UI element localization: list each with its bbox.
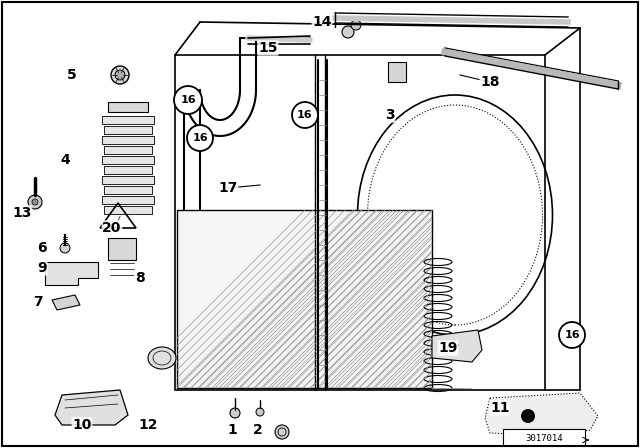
Circle shape — [60, 243, 70, 253]
Circle shape — [559, 322, 585, 348]
Circle shape — [230, 408, 240, 418]
Circle shape — [111, 66, 129, 84]
Circle shape — [292, 102, 318, 128]
Circle shape — [521, 409, 535, 423]
Text: /: / — [116, 215, 120, 224]
Bar — [102, 156, 154, 164]
Bar — [104, 146, 152, 154]
Bar — [388, 62, 406, 82]
Circle shape — [187, 125, 213, 151]
Text: 16: 16 — [564, 330, 580, 340]
Bar — [104, 166, 152, 174]
Bar — [104, 206, 152, 214]
Polygon shape — [432, 330, 482, 362]
Bar — [108, 238, 136, 260]
Circle shape — [28, 195, 42, 209]
Bar — [104, 126, 152, 134]
Text: 6: 6 — [37, 241, 47, 255]
Circle shape — [256, 408, 264, 416]
Text: 5: 5 — [67, 68, 77, 82]
Text: 15: 15 — [259, 41, 278, 55]
Text: 16: 16 — [192, 133, 208, 143]
Text: 13: 13 — [12, 206, 32, 220]
Text: 8: 8 — [135, 271, 145, 285]
Bar — [102, 116, 154, 124]
Text: 16: 16 — [180, 95, 196, 105]
Bar — [108, 102, 148, 112]
Circle shape — [32, 199, 38, 205]
Circle shape — [174, 86, 202, 114]
Polygon shape — [52, 295, 80, 310]
Bar — [104, 186, 152, 194]
Polygon shape — [485, 393, 598, 436]
Bar — [102, 196, 154, 204]
Bar — [503, 429, 585, 445]
Polygon shape — [55, 390, 128, 425]
Circle shape — [342, 26, 354, 38]
Circle shape — [275, 425, 289, 439]
Bar — [177, 210, 432, 388]
Text: 20: 20 — [102, 221, 122, 235]
Text: 4: 4 — [60, 153, 70, 167]
Text: 9: 9 — [37, 261, 47, 275]
Bar — [102, 136, 154, 144]
Circle shape — [351, 20, 361, 30]
Text: 2: 2 — [253, 423, 263, 437]
Polygon shape — [45, 262, 98, 285]
Text: 7: 7 — [33, 295, 43, 309]
Text: 1: 1 — [227, 423, 237, 437]
Text: 18: 18 — [480, 75, 500, 89]
Text: 3017014: 3017014 — [525, 434, 563, 443]
Ellipse shape — [148, 347, 176, 369]
Text: 14: 14 — [312, 15, 332, 29]
Text: 12: 12 — [138, 418, 157, 432]
Text: 10: 10 — [72, 418, 92, 432]
Bar — [102, 176, 154, 184]
Text: 11: 11 — [490, 401, 509, 415]
Text: 19: 19 — [438, 341, 458, 355]
Text: 3: 3 — [385, 108, 395, 122]
Text: 17: 17 — [218, 181, 237, 195]
Text: 16: 16 — [297, 110, 313, 120]
Circle shape — [115, 70, 125, 80]
